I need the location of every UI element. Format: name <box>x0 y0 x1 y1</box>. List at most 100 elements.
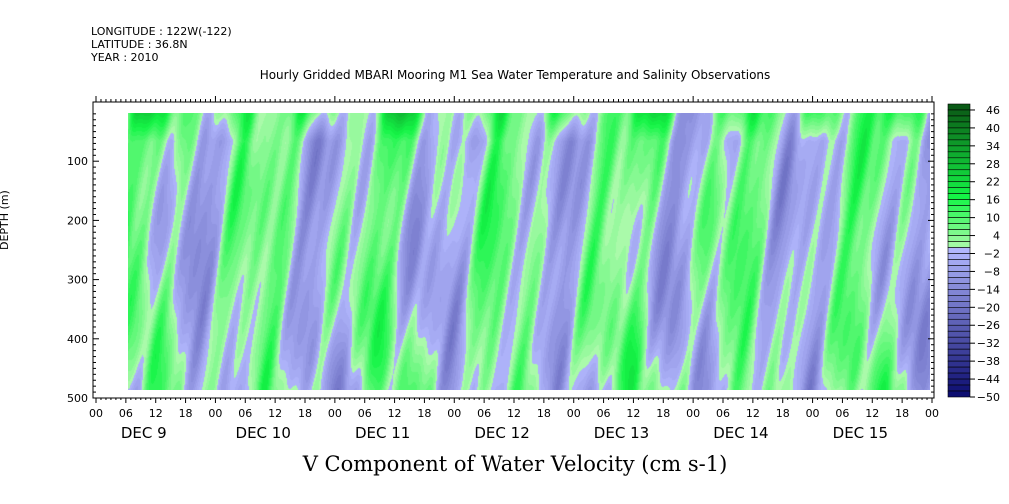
colorbar-label: −32 <box>977 337 1000 350</box>
colorbar-swatch <box>947 378 971 386</box>
colorbar-swatch <box>947 109 971 117</box>
colorbar-label: −50 <box>977 391 1000 404</box>
hour-tick-label: 00 <box>328 407 342 420</box>
colorbar-swatch <box>947 241 971 248</box>
depth-tick-label: 500 <box>67 392 88 405</box>
colorbar-label: 4 <box>993 230 1000 243</box>
colorbar-swatch <box>947 247 971 254</box>
hour-tick-label: 18 <box>417 407 431 420</box>
hour-tick-label: 00 <box>567 407 581 420</box>
colorbar-swatch <box>947 133 971 141</box>
hour-tick-label: 00 <box>925 407 939 420</box>
day-label: DEC 11 <box>355 424 410 442</box>
colorbar-swatch <box>947 139 971 147</box>
depth-tick-label: 100 <box>67 155 88 168</box>
day-label: DEC 13 <box>594 424 649 442</box>
hour-tick-label: 18 <box>537 407 551 420</box>
colorbar-swatch <box>947 187 971 194</box>
hour-tick-label: 00 <box>447 407 461 420</box>
colorbar-label: 10 <box>986 212 1000 225</box>
depth-tick-label: 400 <box>67 333 88 346</box>
colorbar-swatch <box>947 253 971 260</box>
colorbar-swatch <box>947 115 971 123</box>
colorbar-swatch <box>947 348 971 356</box>
colorbar-label: 34 <box>986 140 1000 153</box>
colorbar-swatch <box>947 330 971 338</box>
colorbar-swatch <box>947 307 971 314</box>
year-label: YEAR : 2010 <box>91 51 159 64</box>
hour-tick-label: 00 <box>89 407 103 420</box>
depth-tick-label: 300 <box>67 274 88 287</box>
colorbar-swatch <box>947 193 971 200</box>
hour-tick-label: 06 <box>597 407 611 420</box>
plot-frame <box>92 101 935 399</box>
colorbar-label: 16 <box>986 194 1000 207</box>
hour-tick-label: 06 <box>835 407 849 420</box>
hour-tick-label: 18 <box>298 407 312 420</box>
colorbar-swatch <box>947 223 971 230</box>
colorbar-label: −38 <box>977 355 1000 368</box>
colorbar-swatch <box>947 384 971 392</box>
hour-tick-label: 06 <box>358 407 372 420</box>
colorbar-swatch <box>947 199 971 206</box>
colorbar-swatch <box>947 181 971 189</box>
colorbar-swatch <box>947 324 971 332</box>
colorbar-swatch <box>947 103 971 111</box>
colorbar-swatch <box>947 265 971 272</box>
colorbar-swatch <box>947 121 971 129</box>
latitude-label: LATITUDE : 36.8N <box>91 38 188 51</box>
chart-title: Hourly Gridded MBARI Mooring M1 Sea Wate… <box>259 68 771 82</box>
heatmap-field <box>128 113 930 390</box>
hour-tick-label: 12 <box>388 407 402 420</box>
colorbar-swatch <box>947 318 971 326</box>
depth-tick-label: 200 <box>67 214 88 227</box>
hour-tick-label: 06 <box>119 407 133 420</box>
colorbar-swatch <box>947 175 971 183</box>
hour-tick-label: 12 <box>865 407 879 420</box>
colorbar-swatch <box>947 342 971 350</box>
hour-tick-label: 12 <box>507 407 521 420</box>
colorbar-swatch <box>947 354 971 362</box>
colorbar-swatch <box>947 229 971 236</box>
hour-tick-label: 18 <box>895 407 909 420</box>
colorbar-label: 46 <box>986 104 1000 117</box>
hour-tick-label: 12 <box>626 407 640 420</box>
colorbar-swatch <box>947 145 971 153</box>
day-label: DEC 12 <box>474 424 529 442</box>
hour-tick-label: 12 <box>149 407 163 420</box>
colorbar-swatch <box>947 372 971 380</box>
hour-tick-label: 06 <box>477 407 491 420</box>
colorbar-swatch <box>947 259 971 266</box>
x-axis-label: V Component of Water Velocity (cm s-1) <box>302 452 728 476</box>
colorbar-swatch <box>947 390 971 398</box>
hour-tick-label: 00 <box>806 407 820 420</box>
hour-tick-label: 18 <box>776 407 790 420</box>
colorbar-swatch <box>947 277 971 284</box>
hour-tick-label: 06 <box>238 407 252 420</box>
hour-tick-label: 18 <box>656 407 670 420</box>
colorbar-label: −44 <box>977 373 1000 386</box>
colorbar-swatch <box>947 127 971 135</box>
hour-tick-label: 12 <box>268 407 282 420</box>
colorbar-label: −14 <box>977 283 1000 296</box>
hour-tick-label: 12 <box>746 407 760 420</box>
colorbar-swatch <box>947 163 971 171</box>
colorbar-swatch <box>947 283 971 290</box>
colorbar-swatch <box>947 211 971 218</box>
colorbar-swatch <box>947 169 971 177</box>
colorbar-swatch <box>947 217 971 224</box>
colorbar-swatch <box>947 295 971 302</box>
colorbar-swatch <box>947 271 971 278</box>
colorbar-label: −8 <box>984 265 1000 278</box>
colorbar-swatch <box>947 366 971 374</box>
colorbar-swatch <box>947 157 971 165</box>
day-label: DEC 14 <box>713 424 768 442</box>
day-label: DEC 10 <box>236 424 291 442</box>
colorbar-label: −2 <box>984 247 1000 260</box>
colorbar-swatch <box>947 205 971 212</box>
colorbar-swatch <box>947 289 971 296</box>
colorbar-label: −20 <box>977 301 1000 314</box>
colorbar-label: 40 <box>986 122 1000 135</box>
hour-tick-label: 00 <box>686 407 700 420</box>
